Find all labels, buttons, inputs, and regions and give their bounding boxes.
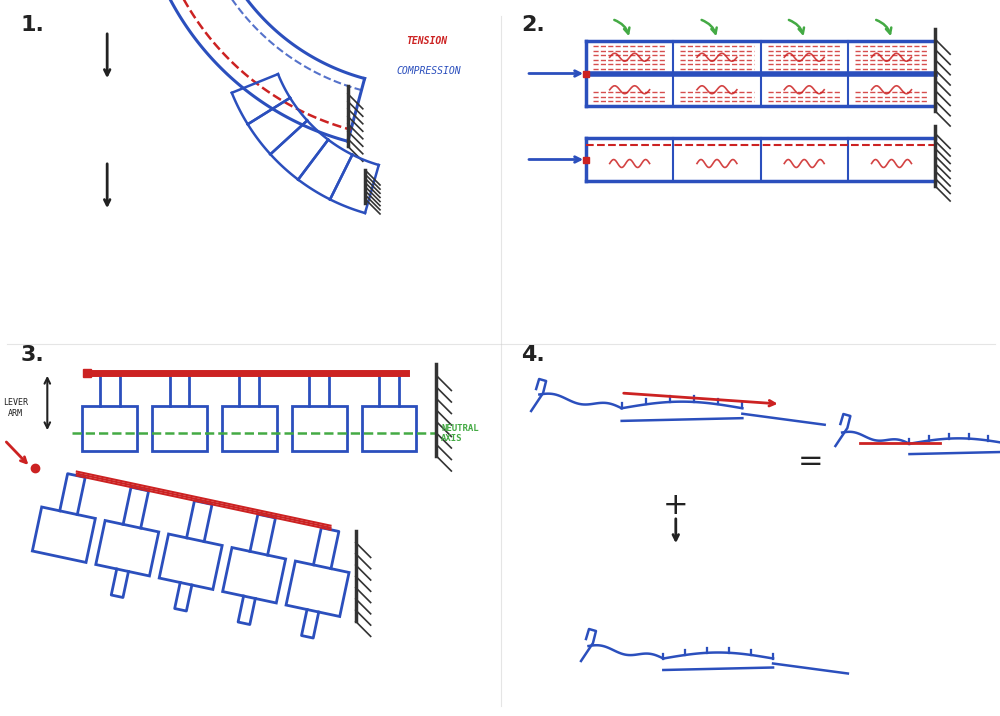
Text: =: = [798,447,823,475]
Text: 2.: 2. [521,15,545,35]
Text: COMPRESSION: COMPRESSION [396,66,461,76]
Text: 1.: 1. [20,15,44,35]
Text: LEVER
ARM: LEVER ARM [3,398,28,417]
Text: NEUTRAL
AXIS: NEUTRAL AXIS [441,424,479,443]
Text: TENSION: TENSION [406,36,448,46]
Text: +: + [663,491,689,521]
Text: 3.: 3. [20,345,44,365]
Text: 4.: 4. [521,345,545,365]
